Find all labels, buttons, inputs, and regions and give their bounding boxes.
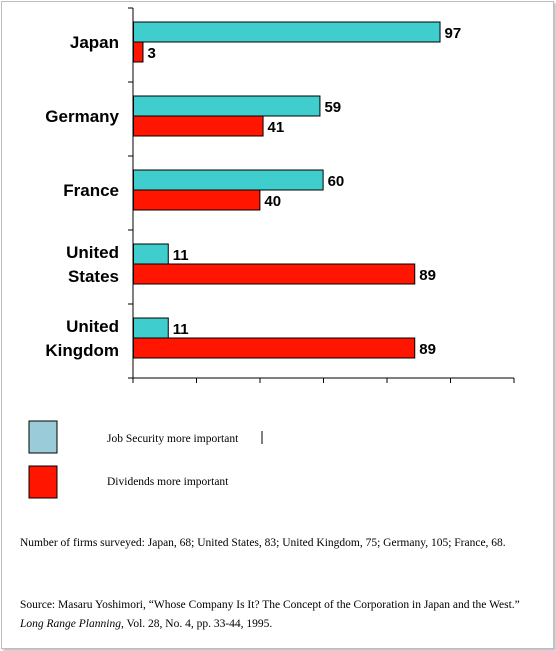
bar-dividends [133,115,264,137]
data-label: 89 [419,267,436,284]
data-label: 97 [445,25,462,42]
bar-job-security [133,169,324,191]
bar-job-security [133,317,169,339]
survey-note: Number of firms surveyed: Japan, 68; Uni… [20,537,506,549]
data-label: 89 [419,341,436,358]
category-label: Germany [45,107,119,126]
data-label: 11 [173,247,189,264]
source-prefix: Source: Masaru Yoshimori, “Whose Company… [20,599,520,611]
data-label: 11 [173,321,189,338]
legend-label-job-security: Job Security more important [107,433,239,445]
data-label: 60 [328,173,345,190]
bar-job-security [133,95,321,117]
legend-swatch-job-security [28,420,58,454]
data-label: 3 [147,45,155,62]
source-note: Source: Masaru Yoshimori, “Whose Company… [20,596,542,634]
source-journal: Long Range Planning [20,618,121,630]
bar-chart: 97 3 Japan 59 41 Germany 60 40 France 11 89 United S… [28,7,515,499]
category-label: United [66,243,119,262]
legend-label-dividends: Dividends more important [107,476,229,488]
category-label: Kingdom [45,341,119,360]
bar-job-security [133,243,169,265]
source-suffix: , Vol. 28, No. 4, pp. 33-44, 1995. [120,618,273,630]
data-label: 59 [324,99,341,116]
data-label: 40 [264,193,281,210]
bar-dividends [133,337,416,359]
category-label: States [68,267,119,286]
legend-swatch-dividends [28,465,58,499]
data-label: 41 [268,119,285,136]
bar-dividends [133,263,416,285]
bar-job-security [133,21,441,43]
category-label: Japan [70,33,119,52]
bar-dividends [133,41,144,63]
bar-dividends [133,189,261,211]
category-label: United [66,317,119,336]
category-label: France [63,181,119,200]
